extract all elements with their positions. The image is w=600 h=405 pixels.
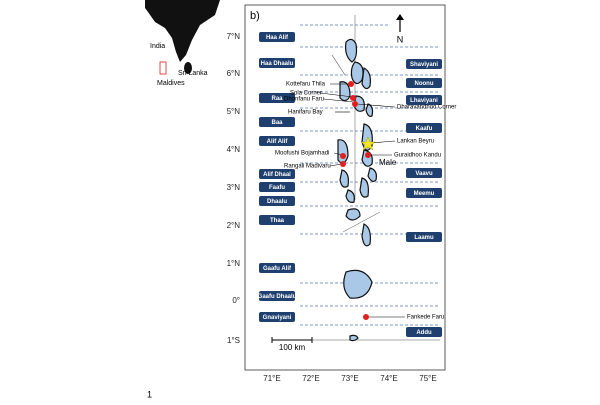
- site-label: Male: [379, 158, 397, 167]
- atoll-box: [259, 169, 295, 179]
- atoll-box: [406, 232, 442, 242]
- lat-label: 1°N: [227, 259, 241, 268]
- atoll-box: [259, 196, 295, 206]
- atoll-box: [406, 327, 442, 337]
- atoll-label: Addu: [416, 330, 432, 336]
- atoll-box: [406, 95, 442, 105]
- site-label: Sola Corner: [290, 91, 322, 97]
- north-label: N: [397, 34, 404, 44]
- lat-label: 3°N: [227, 183, 241, 192]
- atoll-label: Haa Alif: [266, 35, 289, 41]
- site-label: Moofushi Bojamhadi: [275, 151, 329, 157]
- atoll-labels: Haa Alif Haa Dhaalu Raa Baa Alif Alif Alif Dh…: [258, 32, 442, 337]
- atoll-box: [406, 123, 442, 133]
- atoll-label: Lhaviyani: [410, 98, 438, 104]
- site-label: Fankede Faru: [407, 315, 444, 321]
- lat-label: 1°S: [227, 336, 240, 345]
- atoll-box: [259, 291, 295, 301]
- atoll-box: [259, 117, 295, 127]
- site-label: Dharavandhoo Corner: [397, 105, 456, 111]
- scale-bar: 100 km: [271, 337, 313, 352]
- lon-labels: 71°E 72°E 73°E 74°E 75°E: [263, 374, 436, 383]
- lat-label: 7°N: [227, 32, 241, 41]
- site-label: Guraidhoo Kandu: [394, 153, 441, 159]
- lon-label: 72°E: [302, 374, 319, 383]
- atoll-label: Thaa: [270, 218, 285, 224]
- lat-labels: 7°N 6°N 5°N 4°N 3°N 2°N 1°N 0° 1°S: [227, 32, 241, 345]
- panel-label: b): [250, 10, 260, 22]
- inset-label: Sri Lanka: [178, 70, 208, 77]
- atoll-label: Vaavu: [415, 171, 433, 177]
- atoll-box: [259, 58, 295, 68]
- lat-label: 5°N: [227, 107, 241, 116]
- inset-label: India: [150, 43, 165, 50]
- atoll-label: Gaafu Dhaalu: [258, 294, 297, 300]
- atoll-box: [259, 93, 295, 103]
- lat-label: 0°: [232, 296, 240, 305]
- atoll-box: [259, 263, 295, 273]
- atoll-label: Haa Dhaalu: [261, 61, 294, 67]
- atoll-box: [259, 32, 295, 42]
- atoll-label: Gaafu Alif: [263, 266, 292, 272]
- atoll-label: Baa: [271, 120, 283, 126]
- atoll-label: Faafu: [269, 185, 285, 191]
- atoll-label: Gnaviyani: [263, 315, 292, 321]
- scale-label: 100 km: [279, 343, 306, 352]
- north-arrow: N: [396, 14, 404, 44]
- lon-label: 71°E: [263, 374, 280, 383]
- atoll-box: [259, 136, 295, 146]
- atoll-box: [406, 188, 442, 198]
- site-label: Rangali Madivaru: [284, 164, 331, 170]
- inset-map: India Sri Lanka Maldives: [145, 0, 220, 87]
- atoll-label: Dhaalu: [267, 199, 287, 205]
- atoll-box: [406, 78, 442, 88]
- atoll-box: [259, 215, 295, 225]
- site-label: Dhonfanu Faru: [284, 97, 324, 103]
- atoll-label: Laamu: [414, 235, 434, 241]
- atoll-label: Raa: [271, 96, 283, 102]
- site-markers: [319, 81, 405, 320]
- atoll-label: Shaviyani: [410, 62, 438, 68]
- lat-label: 6°N: [227, 69, 241, 78]
- lon-label: 75°E: [419, 374, 436, 383]
- atoll-label: Meemu: [414, 191, 435, 197]
- site-label: Hanifaru Bay: [288, 110, 323, 116]
- atoll-box: [406, 59, 442, 69]
- lat-label: 4°N: [227, 145, 241, 154]
- site-label: Lankan Beyru: [397, 139, 434, 145]
- page-number: 1: [147, 389, 152, 399]
- lat-label: 2°N: [227, 221, 241, 230]
- atoll-box: [406, 168, 442, 178]
- atoll-label: Noonu: [415, 81, 434, 87]
- atoll-box: [259, 312, 295, 322]
- atoll-label: Alif Dhaal: [263, 172, 291, 178]
- lon-label: 74°E: [380, 374, 397, 383]
- site-label: Kottefaru Thila: [286, 82, 326, 88]
- atoll-label: Alif Alif: [267, 139, 289, 145]
- atoll-box: [259, 182, 295, 192]
- inset-label: Maldives: [157, 80, 185, 87]
- atoll-label: Kaafu: [416, 126, 433, 132]
- lon-label: 73°E: [341, 374, 358, 383]
